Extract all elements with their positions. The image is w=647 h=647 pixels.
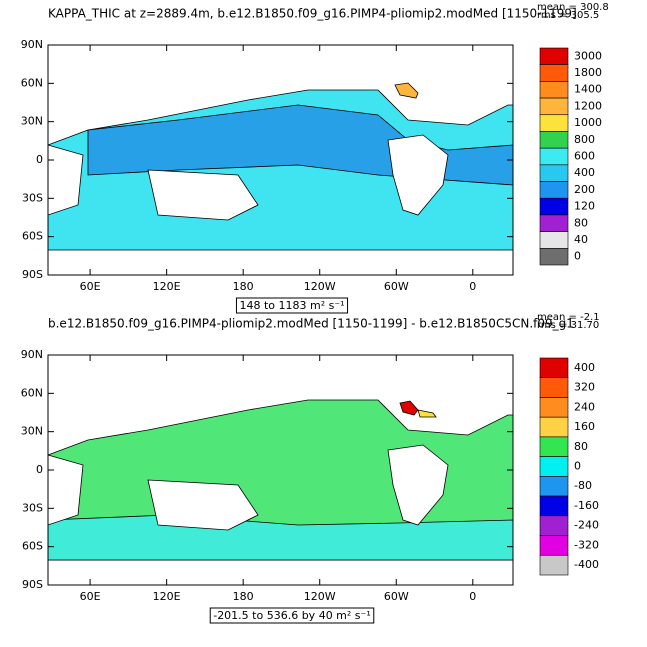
lat-label: 60N <box>21 76 43 89</box>
lat-label: 90N <box>21 348 43 361</box>
lat-label: 60N <box>21 386 43 399</box>
lon-label: 60E <box>80 280 101 293</box>
colorbar-label: 400 <box>574 166 595 179</box>
colorbar-label: 160 <box>574 420 595 433</box>
lat-label: 30S <box>22 501 43 514</box>
colorbar-box <box>539 231 569 249</box>
lat-label: 90N <box>21 38 43 51</box>
colorbar-label: 1800 <box>574 66 602 79</box>
colorbar-box <box>539 476 569 497</box>
colorbar-box <box>539 47 569 65</box>
colorbar-label: -240 <box>574 519 599 532</box>
colorbar-box <box>539 377 569 398</box>
colorbar-box <box>539 97 569 116</box>
lon-label: 60W <box>384 590 409 603</box>
caption-box <box>209 607 375 624</box>
colorbar-box <box>539 131 569 149</box>
lon-label: 180 <box>233 590 254 603</box>
region <box>147 169 259 221</box>
region <box>147 479 259 531</box>
rms-label: rms = 305.5 <box>537 10 599 21</box>
region <box>387 134 449 216</box>
panel-title: b.e12.B1850.f09_g16.PIMP4-pliomip2.modMe… <box>48 317 574 331</box>
colorbar-label: 80 <box>574 440 588 453</box>
colorbar-box <box>539 147 569 166</box>
mean-label: mean = 300.8 <box>537 2 609 13</box>
lat-label: 60S <box>22 230 43 243</box>
lon-label: 0 <box>469 280 476 293</box>
colorbar-label: 1400 <box>574 83 602 96</box>
colorbar-box <box>539 515 569 536</box>
range-caption: 148 to 1183 m² s⁻¹ <box>239 299 344 312</box>
colorbar-box <box>539 397 569 418</box>
region <box>387 444 449 526</box>
colorbar-box <box>539 114 569 132</box>
colorbar-label: 0 <box>574 250 581 263</box>
colorbar-box <box>539 164 569 182</box>
panel-title: KAPPA_THIC at z=2889.4m, b.e12.B1850.f09… <box>48 7 577 21</box>
caption-box <box>235 297 349 314</box>
colorbar-label: -80 <box>574 479 592 492</box>
colorbar-label: -400 <box>574 558 599 571</box>
lat-label: 90S <box>22 578 43 591</box>
colorbar-label: 80 <box>574 216 588 229</box>
map-panel: b.e12.B1850.f09_g16.PIMP4-pliomip2.modMe… <box>21 312 600 624</box>
colorbar-label: -320 <box>574 538 599 551</box>
lon-label: 120E <box>153 590 181 603</box>
colorbar-box <box>539 64 569 82</box>
region <box>47 144 84 216</box>
colorbar-label: 1200 <box>574 99 602 112</box>
colorbar-box <box>539 248 569 266</box>
colorbar-label: 800 <box>574 133 595 146</box>
colorbar-label: 40 <box>574 233 588 246</box>
map-panel: KAPPA_THIC at z=2889.4m, b.e12.B1850.f09… <box>21 2 609 314</box>
region <box>417 409 437 418</box>
lon-label: 120W <box>304 280 336 293</box>
map <box>47 399 514 561</box>
colorbar-label: 600 <box>574 150 595 163</box>
colorbar-label: 400 <box>574 361 595 374</box>
colorbar-label: 240 <box>574 400 595 413</box>
colorbar-label: 200 <box>574 183 595 196</box>
region <box>394 82 419 99</box>
colorbar-label: 120 <box>574 200 595 213</box>
colorbar-label: 1000 <box>574 116 602 129</box>
mean-label: mean = -2.1 <box>537 312 600 323</box>
lon-label: 120E <box>153 280 181 293</box>
lat-label: 0 <box>36 463 43 476</box>
colorbar-box <box>539 181 569 199</box>
lat-label: 30S <box>22 191 43 204</box>
colorbar-box <box>539 554 569 576</box>
colorbar-box <box>539 81 569 99</box>
region <box>47 454 84 526</box>
colorbar-box <box>539 197 569 216</box>
lon-label: 60W <box>384 280 409 293</box>
colorbar-label: -160 <box>574 499 599 512</box>
lon-label: 60E <box>80 590 101 603</box>
lon-label: 180 <box>233 280 254 293</box>
lat-label: 90S <box>22 268 43 281</box>
region <box>399 400 419 416</box>
colorbar-box <box>539 357 569 379</box>
range-caption: -201.5 to 536.6 by 40 m² s⁻¹ <box>213 609 371 622</box>
lon-label: 0 <box>469 590 476 603</box>
colorbar-box <box>539 535 569 556</box>
colorbar-box <box>539 495 569 517</box>
lon-label: 120W <box>304 590 336 603</box>
lat-label: 60S <box>22 540 43 553</box>
colorbar-box <box>539 436 569 457</box>
colorbar-box <box>539 214 569 232</box>
colorbar-box <box>539 456 569 477</box>
colorbar-label: 3000 <box>574 49 602 62</box>
lat-label: 30N <box>21 425 43 438</box>
colorbar-label: 320 <box>574 381 595 394</box>
rms-label: rms = 31.70 <box>537 320 599 331</box>
lat-label: 0 <box>36 153 43 166</box>
colorbar-box <box>539 416 569 438</box>
lat-label: 30N <box>21 115 43 128</box>
colorbar-label: 0 <box>574 460 581 473</box>
map <box>47 82 514 251</box>
